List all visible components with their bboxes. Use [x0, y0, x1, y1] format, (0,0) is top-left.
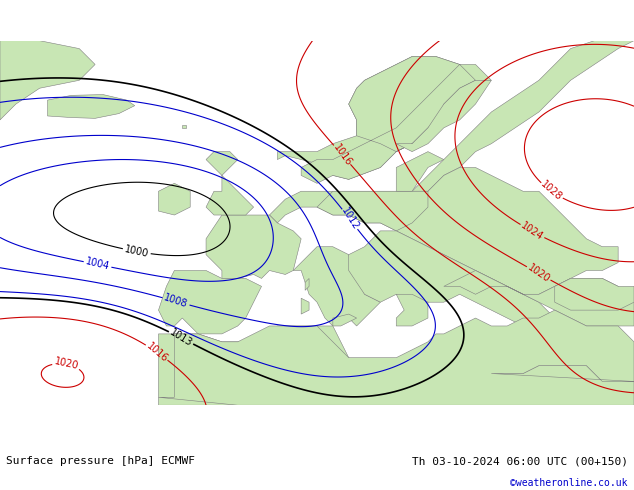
- Text: 1008: 1008: [163, 293, 189, 310]
- Polygon shape: [48, 95, 134, 119]
- Text: 1016: 1016: [145, 341, 169, 364]
- Text: 1012: 1012: [339, 206, 361, 232]
- Polygon shape: [206, 151, 254, 215]
- Polygon shape: [206, 215, 301, 278]
- Text: 1004: 1004: [84, 257, 110, 272]
- Polygon shape: [269, 168, 618, 294]
- Text: Th 03-10-2024 06:00 UTC (00+150): Th 03-10-2024 06:00 UTC (00+150): [411, 456, 628, 466]
- Polygon shape: [293, 247, 380, 326]
- Polygon shape: [444, 270, 634, 326]
- Polygon shape: [301, 56, 491, 183]
- Polygon shape: [305, 278, 309, 290]
- Text: ©weatheronline.co.uk: ©weatheronline.co.uk: [510, 478, 628, 489]
- Polygon shape: [158, 326, 634, 405]
- Polygon shape: [333, 314, 356, 326]
- Polygon shape: [349, 231, 555, 326]
- Text: 1024: 1024: [519, 220, 545, 243]
- Polygon shape: [183, 125, 186, 128]
- Polygon shape: [396, 80, 491, 151]
- Polygon shape: [412, 41, 634, 191]
- Polygon shape: [158, 310, 634, 405]
- Polygon shape: [278, 56, 476, 179]
- Text: 1020: 1020: [526, 262, 552, 285]
- Text: 1013: 1013: [168, 327, 194, 348]
- Text: Surface pressure [hPa] ECMWF: Surface pressure [hPa] ECMWF: [6, 456, 195, 466]
- Text: 1020: 1020: [53, 357, 79, 372]
- Polygon shape: [158, 270, 261, 334]
- Polygon shape: [555, 278, 634, 310]
- Polygon shape: [0, 41, 95, 120]
- Text: 1000: 1000: [124, 244, 150, 259]
- Text: 1016: 1016: [331, 142, 353, 168]
- Polygon shape: [158, 183, 190, 215]
- Polygon shape: [396, 151, 444, 191]
- Polygon shape: [301, 298, 309, 314]
- Polygon shape: [317, 191, 428, 231]
- Text: 1028: 1028: [539, 179, 564, 203]
- Polygon shape: [396, 294, 428, 326]
